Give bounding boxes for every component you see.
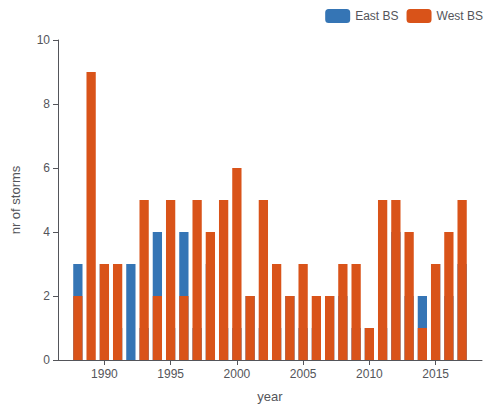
svg-text:4: 4 — [43, 225, 50, 239]
svg-text:2010: 2010 — [356, 367, 383, 381]
svg-text:2000: 2000 — [224, 367, 251, 381]
svg-text:8: 8 — [43, 97, 50, 111]
svg-text:6: 6 — [43, 161, 50, 175]
svg-text:2015: 2015 — [422, 367, 449, 381]
svg-text:West BS: West BS — [437, 9, 483, 23]
svg-text:nr of storms: nr of storms — [8, 165, 23, 234]
svg-text:2: 2 — [43, 289, 50, 303]
svg-text:1995: 1995 — [157, 367, 184, 381]
svg-text:10: 10 — [37, 33, 51, 47]
svg-text:year: year — [257, 389, 283, 404]
svg-text:2005: 2005 — [290, 367, 317, 381]
svg-text:East BS: East BS — [355, 9, 398, 23]
svg-text:1990: 1990 — [91, 367, 118, 381]
svg-text:0: 0 — [43, 353, 50, 367]
